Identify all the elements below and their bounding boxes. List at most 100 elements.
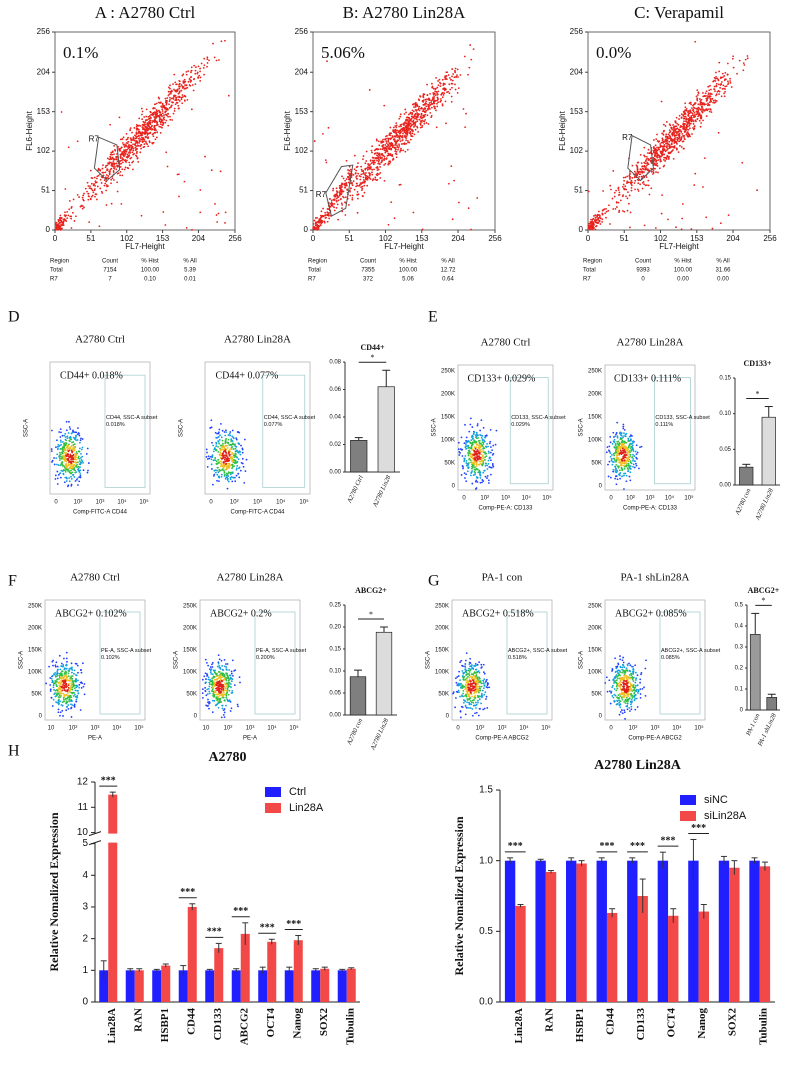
event-dot xyxy=(635,172,637,175)
event-dot xyxy=(665,121,668,123)
event-dot xyxy=(227,452,230,454)
event-dot xyxy=(211,483,214,486)
event-dot xyxy=(482,456,485,459)
event-dot xyxy=(643,183,646,186)
event-dot xyxy=(369,178,372,181)
event-dot xyxy=(153,131,156,134)
event-dot xyxy=(313,228,316,230)
event-dot xyxy=(68,670,70,673)
event-dot xyxy=(429,92,431,95)
event-dot xyxy=(627,191,629,194)
event-dot xyxy=(157,115,160,117)
event-dot xyxy=(680,146,683,148)
stats-cell: Total xyxy=(308,268,321,274)
event-dot xyxy=(624,451,627,454)
event-dot xyxy=(660,155,663,158)
event-dot xyxy=(456,68,459,71)
plot-title: A2780 Ctrl xyxy=(481,337,531,349)
event-dot xyxy=(121,150,124,153)
event-dot xyxy=(438,78,441,81)
event-dot xyxy=(412,211,415,214)
event-dot xyxy=(404,122,406,125)
event-dot xyxy=(718,70,721,73)
event-dot xyxy=(333,202,336,205)
event-dot xyxy=(627,462,630,465)
event-dot xyxy=(171,119,174,121)
event-dot xyxy=(670,145,673,148)
event-dot xyxy=(184,80,187,83)
event-dot xyxy=(466,470,469,473)
event-dot xyxy=(415,103,418,106)
event-dot xyxy=(57,447,59,450)
event-dot xyxy=(426,98,428,101)
event-dot xyxy=(239,453,242,456)
event-dot xyxy=(60,228,63,231)
event-dot xyxy=(123,150,126,153)
event-dot xyxy=(449,88,452,91)
event-dot xyxy=(409,122,412,125)
event-dot xyxy=(105,174,108,176)
event-dot xyxy=(628,194,631,197)
event-dot xyxy=(52,664,54,667)
event-dot xyxy=(378,156,381,159)
event-dot xyxy=(232,459,235,461)
event-dot xyxy=(481,481,483,484)
event-dot xyxy=(713,102,716,104)
stats-cell: % All xyxy=(716,259,729,265)
event-dot xyxy=(212,42,214,45)
event-dot xyxy=(372,161,375,164)
y-tick-label: 102 xyxy=(37,146,51,155)
event-dot xyxy=(680,113,683,115)
event-dot xyxy=(109,123,112,126)
event-dot xyxy=(370,149,373,152)
y-axis-label: SSC-A xyxy=(432,418,438,436)
event-dot xyxy=(683,147,685,150)
event-dot xyxy=(658,155,661,158)
event-dot xyxy=(415,109,418,112)
event-dot xyxy=(656,140,659,142)
event-dot xyxy=(618,211,620,213)
event-dot xyxy=(613,454,615,457)
event-dot xyxy=(479,434,481,436)
x-tick-label: 256 xyxy=(763,234,777,243)
event-dot xyxy=(225,431,228,433)
event-dot xyxy=(678,128,681,131)
event-dot xyxy=(353,168,356,171)
event-dot xyxy=(369,159,372,162)
event-dot xyxy=(52,684,55,686)
event-dot xyxy=(456,92,459,94)
event-dot xyxy=(631,440,634,443)
y-axis-label: FL6-Height xyxy=(283,110,292,150)
event-dot xyxy=(224,477,227,480)
event-dot xyxy=(470,228,472,231)
event-dot xyxy=(406,132,409,134)
event-dot xyxy=(363,184,366,187)
event-dot xyxy=(375,139,378,142)
event-dot xyxy=(395,124,398,127)
event-dot xyxy=(399,115,402,118)
event-dot xyxy=(78,683,81,686)
event-dot xyxy=(664,138,667,141)
event-dot xyxy=(135,140,138,143)
event-dot xyxy=(90,188,93,190)
event-dot xyxy=(627,470,629,473)
event-dot xyxy=(395,156,398,159)
event-dot xyxy=(182,80,185,83)
event-dot xyxy=(77,671,79,674)
event-dot xyxy=(665,142,667,145)
event-dot xyxy=(54,478,57,480)
event-dot xyxy=(112,160,115,163)
event-dot xyxy=(406,116,409,119)
event-dot xyxy=(362,155,365,157)
event-dot xyxy=(465,473,468,476)
event-dot xyxy=(457,201,460,204)
event-dot xyxy=(476,450,479,453)
event-dot xyxy=(480,419,483,422)
event-dot xyxy=(348,178,351,181)
event-dot xyxy=(427,123,430,125)
event-dot xyxy=(225,455,228,458)
event-dot xyxy=(113,164,116,166)
event-dot xyxy=(125,159,128,162)
event-dot xyxy=(178,87,181,90)
event-dot xyxy=(189,84,192,87)
